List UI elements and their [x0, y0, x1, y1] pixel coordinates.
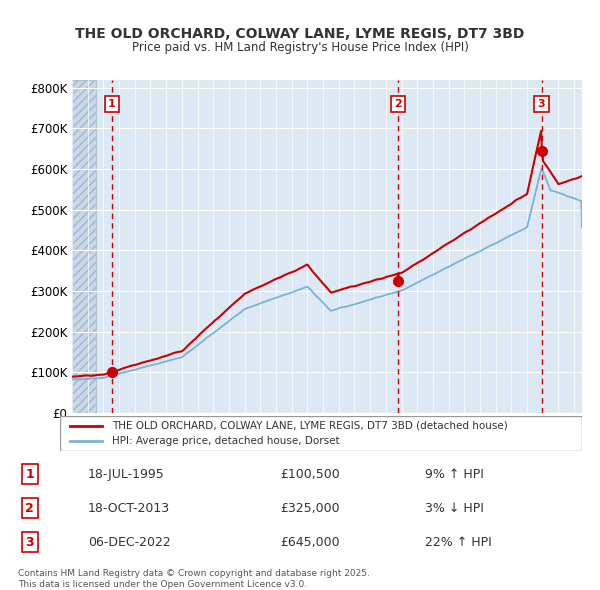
FancyBboxPatch shape [60, 416, 582, 451]
Text: 3% ↓ HPI: 3% ↓ HPI [425, 502, 484, 514]
Text: 3: 3 [25, 536, 34, 549]
Text: 1: 1 [108, 99, 116, 109]
Text: 2: 2 [394, 99, 402, 109]
Text: £325,000: £325,000 [280, 502, 340, 514]
Text: 1: 1 [25, 467, 34, 481]
Text: THE OLD ORCHARD, COLWAY LANE, LYME REGIS, DT7 3BD (detached house): THE OLD ORCHARD, COLWAY LANE, LYME REGIS… [112, 421, 508, 431]
Text: £100,500: £100,500 [280, 467, 340, 481]
Text: 18-JUL-1995: 18-JUL-1995 [88, 467, 164, 481]
Text: 3: 3 [538, 99, 545, 109]
Text: Price paid vs. HM Land Registry's House Price Index (HPI): Price paid vs. HM Land Registry's House … [131, 41, 469, 54]
Text: 2: 2 [25, 502, 34, 514]
Text: HPI: Average price, detached house, Dorset: HPI: Average price, detached house, Dors… [112, 437, 340, 447]
Text: 06-DEC-2022: 06-DEC-2022 [88, 536, 170, 549]
Text: THE OLD ORCHARD, COLWAY LANE, LYME REGIS, DT7 3BD: THE OLD ORCHARD, COLWAY LANE, LYME REGIS… [76, 27, 524, 41]
Text: 9% ↑ HPI: 9% ↑ HPI [425, 467, 484, 481]
Text: £645,000: £645,000 [280, 536, 340, 549]
Text: 22% ↑ HPI: 22% ↑ HPI [425, 536, 492, 549]
Text: 18-OCT-2013: 18-OCT-2013 [88, 502, 170, 514]
Text: Contains HM Land Registry data © Crown copyright and database right 2025.
This d: Contains HM Land Registry data © Crown c… [18, 569, 370, 589]
